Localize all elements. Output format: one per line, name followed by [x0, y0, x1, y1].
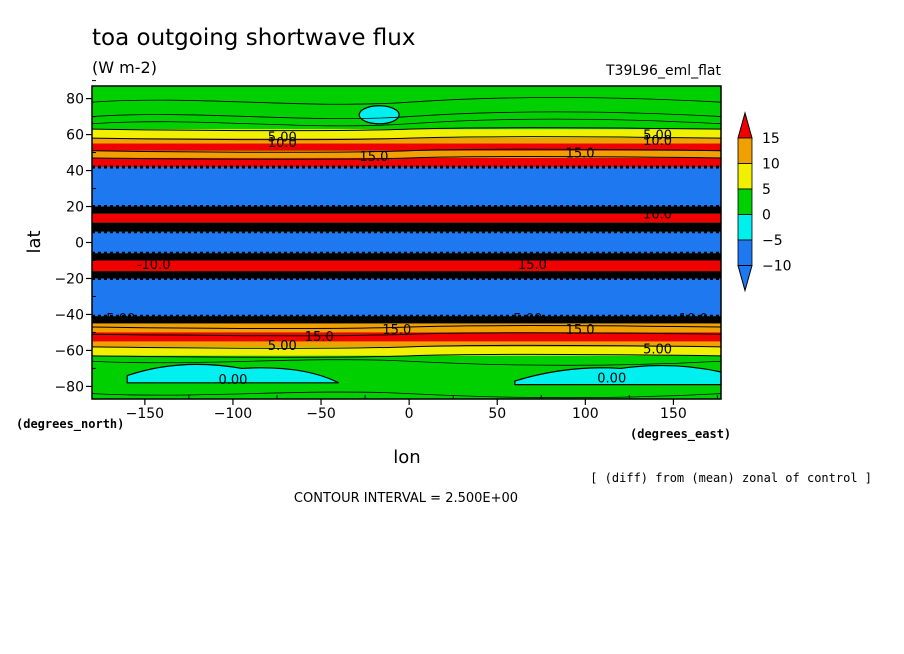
contour-interval: CONTOUR INTERVAL = 2.500E+00 [294, 491, 518, 506]
zonal-band-3 [92, 143, 721, 151]
zonal-band-11 [92, 253, 721, 261]
contour-line-1 [91, 136, 722, 141]
zonal-band-13 [92, 271, 721, 279]
zonal-band-2 [92, 138, 721, 144]
contour-label: 15.0 [566, 147, 595, 162]
contour-label: 15.0 [382, 323, 411, 338]
contour-label: 15.0 [359, 150, 388, 165]
zonal-band-17 [92, 332, 721, 342]
colorbar-label: 10 [762, 157, 780, 173]
zonal-band-10 [92, 231, 721, 254]
contour-label: 5.00 [268, 130, 297, 145]
y-axis-label: lat [24, 230, 45, 253]
contour-label: 5.00 [643, 129, 672, 144]
zonal-band-12 [92, 260, 721, 272]
x-tick-label: −50 [306, 406, 336, 422]
colorbar-top-arrow [737, 111, 753, 139]
x-unit-label: (degrees_east) [630, 427, 731, 442]
contour-label: 15.0 [518, 258, 547, 273]
contour-label: 10.0 [268, 136, 297, 151]
colorbar-swatch [737, 239, 753, 266]
zonal-band-14 [92, 278, 721, 317]
zonal-band-1 [92, 129, 721, 139]
y-tick-label: 60 [66, 128, 84, 144]
y-unit-label: (degrees_north) [16, 417, 124, 432]
contour-label: 10.0 [643, 134, 672, 149]
contour-label: 5.00 [643, 343, 672, 358]
y-tick-label: −40 [54, 307, 84, 323]
polar-contour-s-0 [91, 359, 722, 366]
zonal-band-5 [92, 157, 721, 167]
contour-line-4 [91, 325, 722, 330]
polar-contour-n-2 [91, 118, 722, 127]
x-axis: −150 −100 −50 0 50 100 150 [126, 395, 718, 422]
zonal-band-4 [92, 150, 721, 158]
contour-label: 10.0 [643, 208, 672, 223]
contour-label: -10.0 [137, 258, 171, 273]
colorbar-swatch [737, 137, 753, 164]
contour-line-3 [91, 155, 722, 160]
zonal-band-0 [92, 86, 721, 130]
contour-label: 15.0 [305, 330, 334, 345]
y-tick-label: 80 [66, 92, 84, 108]
colorbar: 15 10 5 0 −5 −10 [737, 111, 792, 293]
y-tick-label: −60 [54, 343, 84, 359]
x-tick-label: 0 [405, 406, 414, 422]
cyan-patch-south-east [514, 364, 722, 386]
contour-line-7 [91, 353, 722, 358]
contour-label: 0.00 [218, 373, 247, 388]
zonal-band-9 [92, 222, 721, 232]
colorbar-swatch [737, 163, 753, 190]
run-label: T39L96_eml_flat [605, 63, 722, 79]
cyan-patch-north [358, 105, 400, 125]
y-tick-label: −80 [54, 379, 84, 395]
contour-line-5 [91, 332, 722, 337]
zonal-band-19 [92, 346, 721, 356]
y-axis: 80 60 40 20 0 −20 −40 −60 −80 [54, 80, 96, 395]
x-tick-label: 50 [488, 406, 506, 422]
zonal-band-7 [92, 206, 721, 214]
x-axis-label: lon [393, 447, 420, 468]
polar-contour-s-1 [91, 391, 722, 399]
colorbar-label: −5 [762, 233, 783, 249]
x-tick-label: −150 [126, 406, 164, 422]
zonal-band-6 [92, 166, 721, 207]
contour-label: -5.00 [102, 312, 136, 327]
colorbar-label: 15 [762, 131, 780, 147]
zonal-band-15 [92, 316, 721, 324]
contour-label: 5.00 [268, 339, 297, 354]
contour-label: 15.0 [566, 323, 595, 338]
colorbar-swatch [737, 188, 753, 215]
colorbar-bottom-arrow [737, 265, 753, 293]
contour-label: 0.00 [597, 371, 626, 386]
y-tick-label: 40 [66, 164, 84, 180]
zonal-band-16 [92, 323, 721, 333]
zonal-band-8 [92, 213, 721, 223]
contour-label: -5.00 [509, 312, 543, 327]
contour-label: -10.0 [674, 312, 708, 327]
chart-units: (W m-2) [92, 58, 157, 77]
polar-contour-n-0 [91, 97, 722, 105]
contour-line-0 [91, 127, 722, 132]
contour-line-2 [91, 148, 722, 153]
x-tick-label: −100 [214, 406, 252, 422]
x-tick-label: 150 [660, 406, 687, 422]
colorbar-label: 0 [762, 208, 771, 224]
polar-contour-n-1 [91, 111, 722, 120]
y-tick-label: 20 [66, 200, 84, 216]
colorbar-swatch [737, 214, 753, 241]
zonal-band-18 [92, 341, 721, 347]
y-tick-label: 0 [75, 236, 84, 252]
colorbar-label: −10 [762, 259, 792, 275]
x-tick-label: 100 [572, 406, 599, 422]
footnote: [ (diff) from (mean) zonal of control ] [590, 471, 872, 485]
cyan-patch-south-west [126, 363, 339, 384]
colorbar-label: 5 [762, 182, 771, 198]
chart-title: toa outgoing shortwave flux [92, 25, 415, 51]
y-tick-label: −20 [54, 271, 84, 287]
contour-line-6 [91, 344, 722, 349]
